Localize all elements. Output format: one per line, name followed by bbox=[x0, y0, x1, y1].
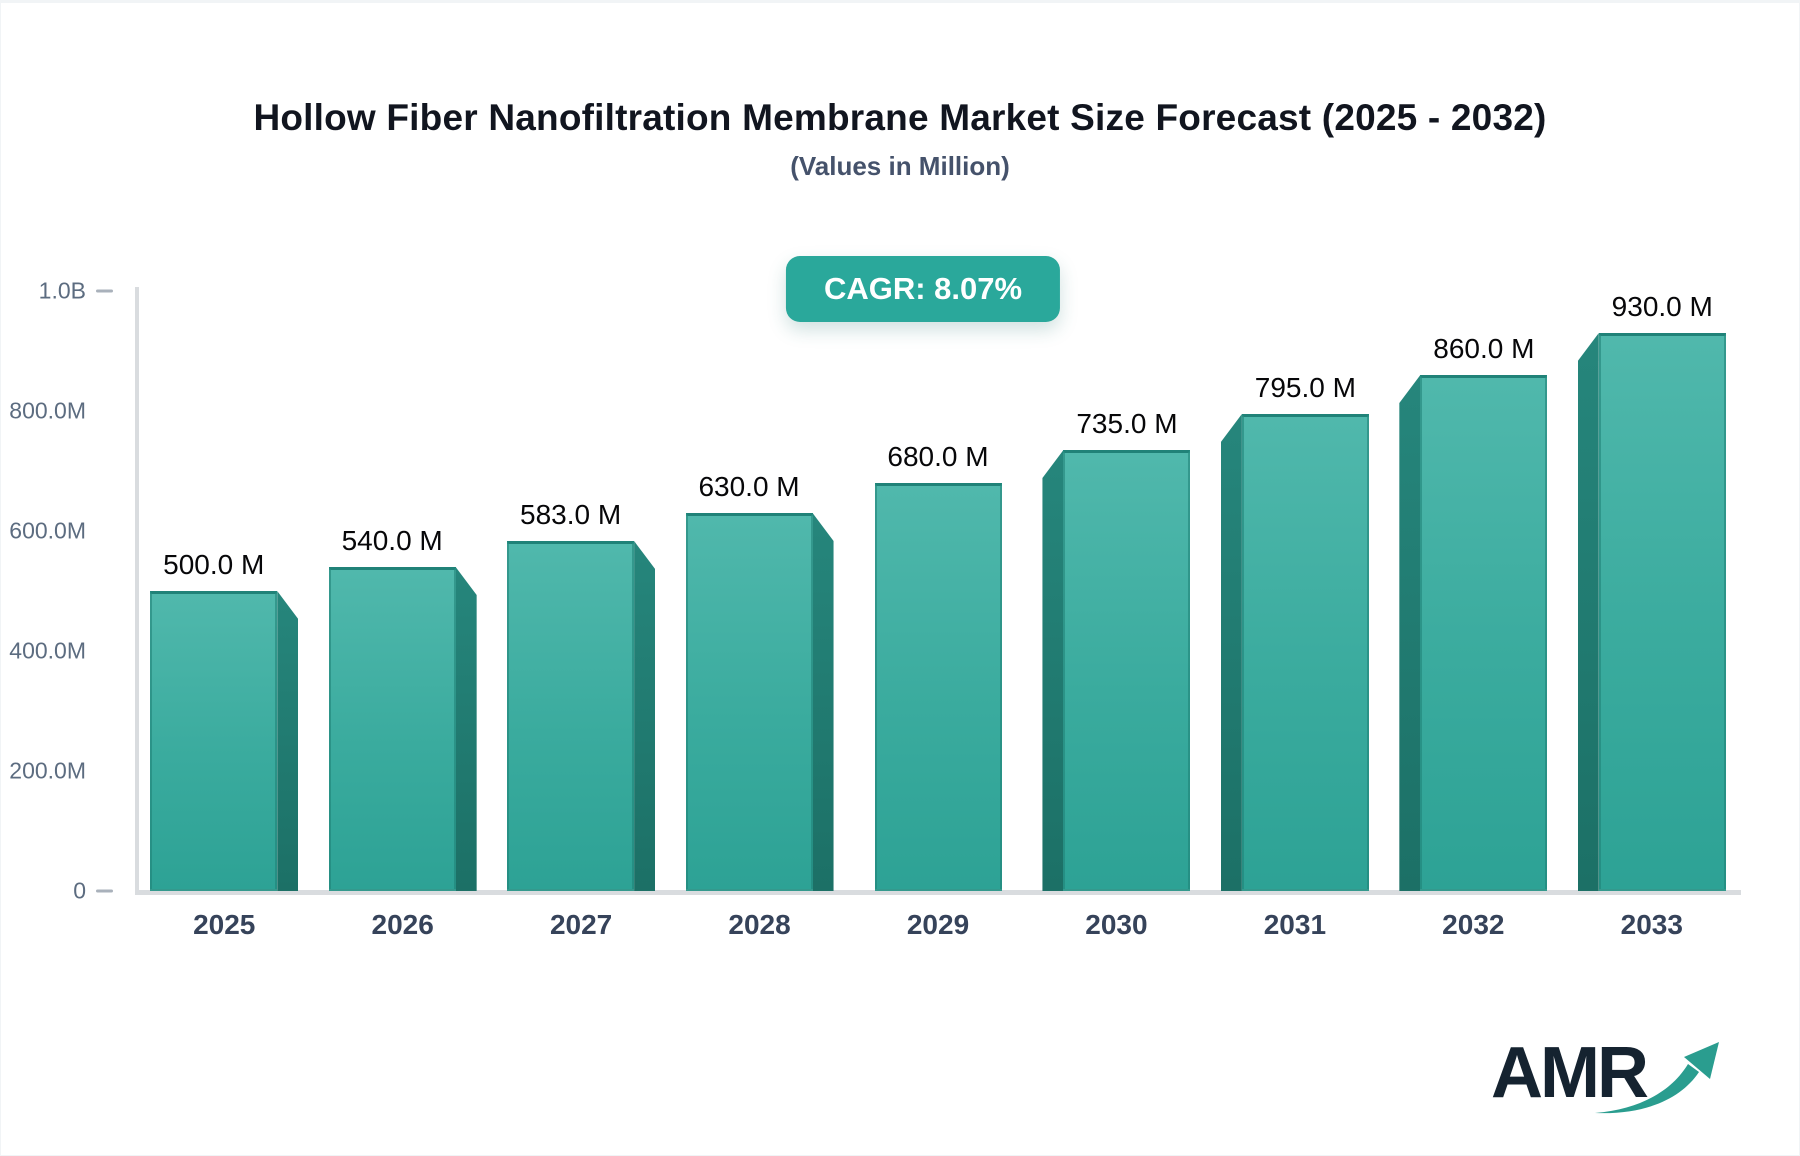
bar-face bbox=[1241, 414, 1369, 891]
bar-face bbox=[1063, 450, 1191, 891]
bar-2033: 930.0 M bbox=[1577, 273, 1726, 891]
cagr-badge: CAGR: 8.07% bbox=[785, 256, 1061, 322]
y-tick-label: 1.0B bbox=[38, 277, 86, 304]
bar-side-face bbox=[634, 541, 656, 891]
amr-logo: AMR bbox=[1491, 1033, 1719, 1114]
bar-value-label: 500.0 M bbox=[163, 549, 265, 580]
trend-arrow-icon bbox=[1595, 1064, 1699, 1114]
bar-chart-plot-area: 1.0B 800.0M 600.0M 400.0M 200.0M 0 500.0 M 540… bbox=[9, 278, 1741, 940]
bar-value-label: 860.0 M bbox=[1433, 333, 1535, 364]
y-tick: 200.0M bbox=[1, 758, 113, 785]
y-tick: 800.0M bbox=[1, 398, 113, 425]
y-tick-label: 400.0M bbox=[9, 637, 86, 664]
bar-2026: 540.0 M bbox=[328, 507, 477, 891]
y-tick-mark bbox=[96, 289, 113, 293]
bar-value-label: 630.0 M bbox=[698, 471, 800, 502]
x-tick-label-2026: 2026 bbox=[371, 909, 434, 940]
bar-face bbox=[150, 591, 278, 891]
bar-face bbox=[1598, 333, 1726, 891]
x-tick-label-2029: 2029 bbox=[906, 909, 970, 940]
y-tick-label: 800.0M bbox=[9, 397, 86, 424]
bar-2032: 860.0 M bbox=[1399, 315, 1548, 891]
bar-face bbox=[685, 513, 813, 891]
x-tick-label-2028: 2028 bbox=[728, 909, 791, 940]
bar-side-face bbox=[1220, 414, 1242, 891]
x-tick-label-2033: 2033 bbox=[1620, 909, 1683, 940]
chart-subtitle: (Values in Million) bbox=[790, 151, 1010, 181]
x-tick-label-2032: 2032 bbox=[1442, 909, 1505, 940]
bar-face bbox=[507, 541, 635, 891]
bar-face bbox=[1420, 375, 1548, 891]
y-tick: 400.0M bbox=[1, 638, 113, 665]
bar-face bbox=[874, 483, 1002, 891]
bar-2029: 680.0 M bbox=[874, 423, 1002, 891]
bar-value-label: 735.0 M bbox=[1076, 408, 1178, 439]
bar-value-label: 680.0 M bbox=[887, 441, 989, 472]
bar-side-face bbox=[277, 591, 299, 891]
bar-side-face bbox=[1042, 450, 1064, 891]
bar-side-face bbox=[812, 513, 834, 891]
bar-side-face bbox=[1577, 333, 1599, 891]
y-tick: 0 bbox=[1, 878, 113, 905]
chart-title: Hollow Fiber Nanofiltration Membrane Mar… bbox=[253, 97, 1547, 138]
x-tick-label-2031: 2031 bbox=[1263, 909, 1327, 940]
bar-value-label: 795.0 M bbox=[1254, 372, 1356, 403]
amr-logo-text: AMR bbox=[1491, 1033, 1648, 1113]
trend-arrow-head-icon bbox=[1684, 1042, 1719, 1079]
bar-side-face bbox=[1399, 375, 1421, 891]
y-tick-label: 600.0M bbox=[9, 517, 86, 544]
bar-2031: 795.0 M bbox=[1220, 354, 1369, 891]
bar-side-face bbox=[455, 567, 477, 891]
bar-2027: 583.0 M bbox=[507, 481, 656, 891]
bar-value-label: 930.0 M bbox=[1611, 291, 1713, 322]
bar-value-label: 540.0 M bbox=[341, 525, 443, 556]
bar-2025: 500.0 M bbox=[150, 531, 299, 891]
y-axis-line bbox=[135, 287, 139, 893]
y-tick-label: 200.0M bbox=[9, 757, 86, 784]
x-tick-label-2025: 2025 bbox=[193, 909, 256, 940]
y-tick-mark bbox=[96, 889, 113, 893]
bar-2030: 735.0 M bbox=[1042, 390, 1191, 891]
bar-face bbox=[328, 567, 456, 891]
x-tick-label-2027: 2027 bbox=[549, 909, 613, 940]
y-tick: 600.0M bbox=[1, 518, 113, 545]
y-tick-label: 0 bbox=[73, 877, 86, 904]
bar-value-label: 583.0 M bbox=[520, 499, 622, 530]
bar-2028: 630.0 M bbox=[685, 453, 834, 891]
x-tick-label-2030: 2030 bbox=[1085, 909, 1148, 940]
x-axis-line bbox=[135, 890, 1741, 895]
y-tick: 1.0B bbox=[1, 278, 113, 305]
